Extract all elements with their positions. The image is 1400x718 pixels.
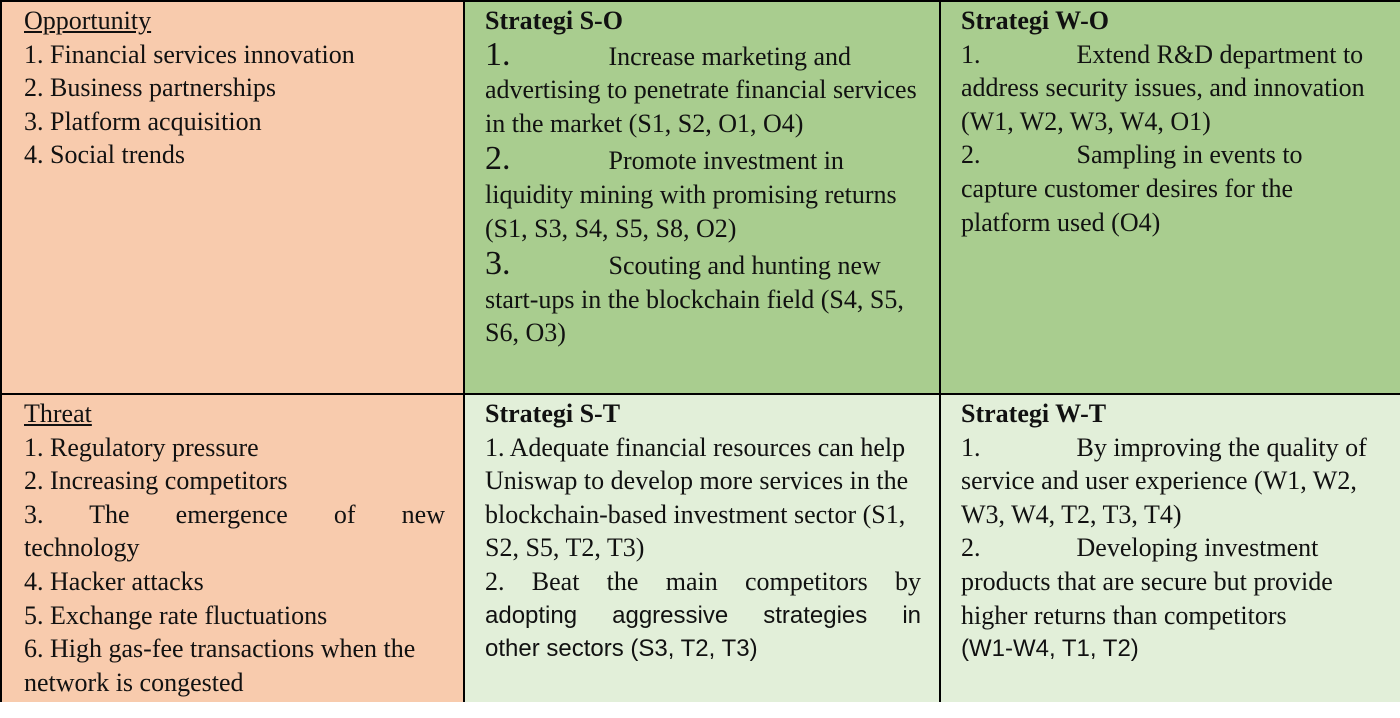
- item-text-first: Increase marketing and: [608, 41, 852, 71]
- threat-item: 1. Regulatory pressure: [24, 432, 259, 462]
- item-number: 1.: [961, 432, 981, 462]
- strategi-wo-header: Strategi W-O: [961, 6, 1110, 35]
- strategi-st-item: 1. Adequate financial resources can help…: [485, 432, 909, 563]
- strategi-so-cell: Strategi S-O 1. Increase marketing and ad…: [463, 0, 939, 393]
- strategi-st-header: Strategi S-T: [485, 399, 621, 428]
- threat-item: 2. Increasing competitors: [24, 466, 288, 496]
- item-text-first: Sampling in events to: [1076, 140, 1303, 170]
- threat-header: Threat: [24, 399, 92, 428]
- opportunity-item: 2. Business partnerships: [24, 73, 277, 103]
- swot-strategy-matrix: Opportunity 1. Financial services innova…: [0, 0, 1400, 702]
- threat-item: 3. The emergence of new: [24, 499, 445, 529]
- item-text-first: Promote investment in: [608, 146, 844, 176]
- threat-cell: Threat 1. Regulatory pressure 2. Increas…: [0, 393, 463, 702]
- strategi-st-item: 2. Beat the main competitors by: [485, 566, 921, 596]
- opportunity-header: Opportunity: [24, 6, 152, 35]
- strategi-wt-item: 1. By improving the quality of service an…: [961, 431, 1382, 532]
- item-number: 1.: [485, 35, 511, 73]
- item-text-rest: new start-ups in the blockchain field (S…: [485, 251, 904, 348]
- item-number: 3.: [485, 245, 511, 283]
- item-number: 2.: [961, 533, 981, 563]
- threat-item: 6. High gas-fee transactions when the ne…: [24, 634, 416, 697]
- threat-item-continuation: technology: [24, 533, 140, 563]
- threat-item: 4. Hacker attacks: [24, 566, 204, 596]
- strategi-so-item: 3. Scouting and hunting new start-ups in …: [485, 247, 921, 350]
- item-text-first: Developing investment: [1076, 533, 1319, 563]
- item-text-rest: liquidity mining with promising returns …: [485, 179, 897, 243]
- item-text-first: Scouting and hunting: [608, 251, 831, 281]
- opportunity-item: 1. Financial services innovation: [24, 39, 355, 69]
- strategi-wt-item-continuation: (W1-W4, T1, T2): [961, 635, 1139, 663]
- strategi-wt-item: 2. Developing investment products that ar…: [961, 531, 1382, 632]
- item-text-first: By improving the: [1076, 432, 1260, 462]
- threat-item: 5. Exchange rate fluctuations: [24, 600, 328, 630]
- item-text-rest: products that are secure but provide hig…: [961, 566, 1333, 630]
- strategi-wt-cell: Strategi W-T 1. By improving the quality …: [939, 393, 1400, 702]
- item-number: 2.: [485, 140, 511, 178]
- opportunity-item: 3. Platform acquisition: [24, 106, 262, 136]
- strategi-st-cell: Strategi S-T 1. Adequate financial resou…: [463, 393, 939, 702]
- item-text-rest: quality of service and user experience (…: [961, 432, 1367, 529]
- strategi-wt-header: Strategi W-T: [961, 399, 1107, 428]
- strategi-so-header: Strategi S-O: [485, 6, 623, 35]
- strategi-so-item: 2. Promote investment in liquidity mining…: [485, 142, 921, 245]
- strategi-wo-cell: Strategi W-O 1. Extend R&D department to …: [939, 0, 1400, 393]
- item-number: 2.: [961, 140, 981, 170]
- strategi-wo-item: 1. Extend R&D department to address secur…: [961, 38, 1382, 139]
- opportunity-cell: Opportunity 1. Financial services innova…: [0, 0, 463, 393]
- strategi-so-item: 1. Increase marketing and advertising to …: [485, 35, 921, 141]
- item-text-first: Extend R&D: [1076, 39, 1214, 69]
- strategi-st-item-continuation: other sectors (S3, T2, T3): [485, 635, 758, 663]
- strategi-st-item-continuation: adopting aggressive strategies in: [485, 601, 921, 629]
- opportunity-item: 4. Social trends: [24, 140, 186, 170]
- item-text-rest: department to address security issues, a…: [961, 39, 1365, 136]
- item-number: 1.: [961, 39, 981, 69]
- strategi-wo-item: 2. Sampling in events to capture customer…: [961, 138, 1382, 239]
- item-text-rest: capture customer desires for the platfor…: [961, 173, 1294, 237]
- item-text-rest: advertising to penetrate financial servi…: [485, 75, 917, 138]
